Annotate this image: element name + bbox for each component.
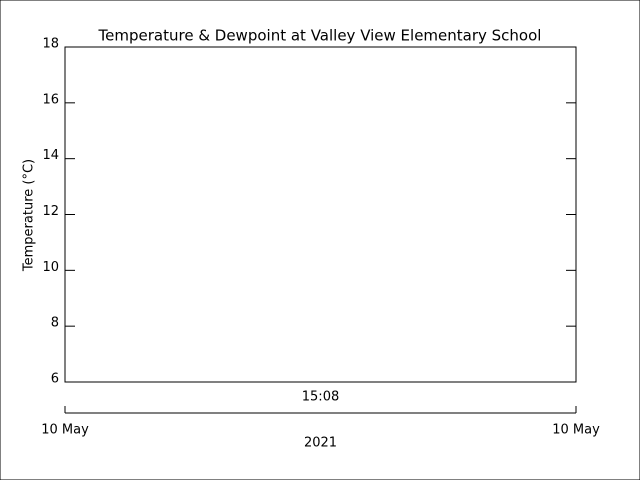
y-tick-label: 10 (42, 260, 59, 275)
y-tick-label: 8 (51, 316, 59, 331)
x-tick-label: 15:08 (302, 390, 339, 405)
y-tick-label: 18 (42, 37, 59, 52)
date-tick-label: 10 May (41, 423, 89, 438)
y-tick-label: 14 (42, 148, 59, 163)
y-tick-label: 6 (51, 372, 59, 387)
y-tick-label: 12 (42, 204, 59, 219)
chart-title: Temperature & Dewpoint at Valley View El… (98, 27, 542, 45)
y-tick-label: 16 (42, 92, 59, 107)
y-axis-label: Temperature (°C) (22, 159, 37, 272)
x-axis-label: 2021 (304, 436, 337, 451)
date-tick-label: 10 May (552, 423, 600, 438)
